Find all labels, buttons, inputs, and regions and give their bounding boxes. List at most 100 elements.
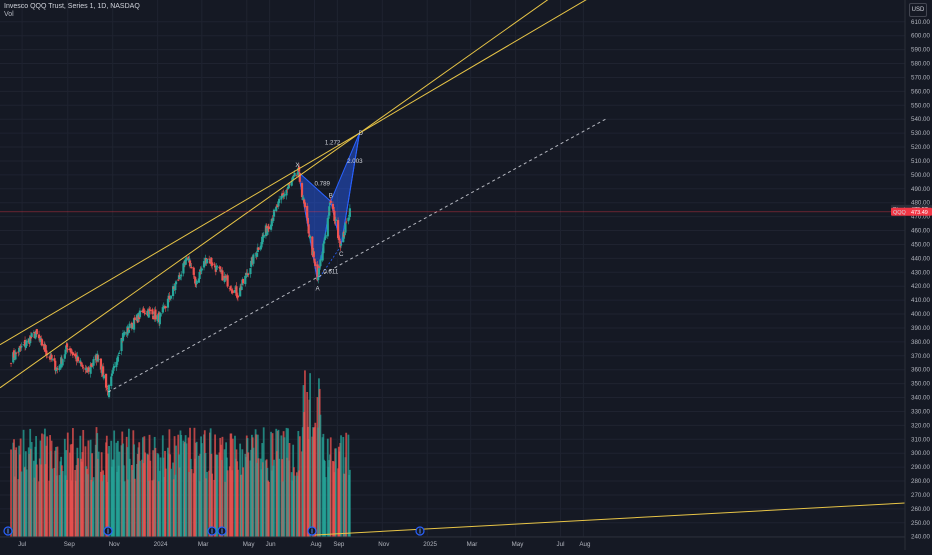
candle-body[interactable] bbox=[342, 232, 345, 243]
candle-body[interactable] bbox=[118, 352, 121, 355]
candle-body[interactable] bbox=[34, 333, 37, 339]
candle-body[interactable] bbox=[115, 361, 118, 368]
candle-body[interactable] bbox=[179, 277, 182, 279]
candle-body[interactable] bbox=[224, 275, 227, 279]
candle-body[interactable] bbox=[17, 351, 20, 353]
candle-body[interactable] bbox=[14, 351, 17, 360]
candle-body[interactable] bbox=[9, 362, 13, 364]
candle-body[interactable] bbox=[188, 260, 192, 267]
candle-body[interactable] bbox=[79, 362, 83, 364]
candle-body[interactable] bbox=[240, 286, 243, 290]
candle-body[interactable] bbox=[180, 274, 183, 277]
candle-body[interactable] bbox=[161, 307, 164, 313]
candle-body[interactable] bbox=[327, 217, 330, 219]
candle-body[interactable] bbox=[156, 315, 159, 322]
candle-body[interactable] bbox=[89, 365, 92, 374]
candle-body[interactable] bbox=[194, 284, 198, 285]
candle-body[interactable] bbox=[85, 368, 88, 370]
candle-body[interactable] bbox=[225, 278, 228, 279]
volume-trendline[interactable] bbox=[314, 502, 906, 536]
candle-body[interactable] bbox=[80, 364, 83, 366]
candle-body[interactable] bbox=[133, 317, 136, 320]
candle-body[interactable] bbox=[116, 361, 119, 363]
candle-body[interactable] bbox=[120, 338, 123, 352]
candle-body[interactable] bbox=[87, 367, 90, 372]
candle-body[interactable] bbox=[177, 279, 180, 281]
candle-body[interactable] bbox=[331, 203, 335, 210]
candle-body[interactable] bbox=[105, 386, 108, 388]
candle-body[interactable] bbox=[250, 260, 253, 267]
candle-body[interactable] bbox=[12, 350, 16, 358]
candle-body[interactable] bbox=[65, 343, 69, 348]
candle-body[interactable] bbox=[295, 174, 298, 176]
candle-body[interactable] bbox=[15, 352, 18, 354]
candle-body[interactable] bbox=[111, 370, 114, 374]
price-axis-panel[interactable] bbox=[905, 0, 932, 550]
candle-body[interactable] bbox=[281, 194, 284, 196]
candle-body[interactable] bbox=[328, 202, 332, 205]
candle-body[interactable] bbox=[102, 375, 105, 379]
candle-body[interactable] bbox=[63, 354, 66, 359]
candle-body[interactable] bbox=[319, 259, 322, 267]
candle-body[interactable] bbox=[185, 257, 188, 261]
candle-body[interactable] bbox=[169, 295, 172, 299]
candle-body[interactable] bbox=[323, 237, 326, 241]
candle-body[interactable] bbox=[247, 273, 250, 275]
candle-body[interactable] bbox=[51, 359, 54, 360]
candle-body[interactable] bbox=[259, 245, 262, 250]
candle-body[interactable] bbox=[54, 360, 57, 371]
candle-body[interactable] bbox=[276, 204, 279, 207]
candle-body[interactable] bbox=[50, 354, 53, 360]
candle-body[interactable] bbox=[20, 346, 23, 348]
candle-body[interactable] bbox=[90, 364, 94, 366]
candle-body[interactable] bbox=[102, 366, 105, 377]
candle-body[interactable] bbox=[69, 348, 72, 353]
candle-body[interactable] bbox=[269, 224, 273, 230]
candle-body[interactable] bbox=[81, 365, 84, 368]
candle-body[interactable] bbox=[348, 208, 351, 217]
candle-body[interactable] bbox=[261, 236, 264, 245]
candle-body[interactable] bbox=[144, 312, 147, 314]
candle-body[interactable] bbox=[226, 275, 229, 287]
candle-body[interactable] bbox=[143, 311, 146, 313]
candle-body[interactable] bbox=[338, 238, 341, 241]
candle-body[interactable] bbox=[208, 261, 212, 264]
candle-body[interactable] bbox=[40, 339, 44, 346]
candle-body[interactable] bbox=[286, 188, 289, 190]
candle-body[interactable] bbox=[229, 286, 232, 290]
trendline-1[interactable] bbox=[0, 0, 932, 346]
candle-body[interactable] bbox=[336, 220, 340, 238]
candle-body[interactable] bbox=[71, 352, 75, 356]
candle-body[interactable] bbox=[164, 306, 167, 309]
candle-body[interactable] bbox=[152, 318, 156, 320]
candle-body[interactable] bbox=[275, 206, 278, 212]
candle-body[interactable] bbox=[311, 236, 314, 256]
candle-body[interactable] bbox=[208, 258, 211, 260]
candle-body[interactable] bbox=[317, 268, 321, 275]
candle-body[interactable] bbox=[172, 286, 175, 297]
candle-body[interactable] bbox=[158, 314, 161, 325]
candle-body[interactable] bbox=[332, 210, 335, 212]
candle-body[interactable] bbox=[127, 329, 131, 333]
candle-body[interactable] bbox=[45, 350, 48, 356]
candle-body[interactable] bbox=[162, 305, 165, 310]
candle-body[interactable] bbox=[235, 286, 238, 296]
candle-body[interactable] bbox=[214, 268, 217, 272]
candle-body[interactable] bbox=[23, 339, 27, 347]
candle-body[interactable] bbox=[324, 235, 327, 239]
candle-body[interactable] bbox=[178, 275, 181, 277]
candle-body[interactable] bbox=[149, 309, 152, 311]
candle-body[interactable] bbox=[24, 344, 27, 348]
candle-body[interactable] bbox=[117, 355, 120, 356]
candle-body[interactable] bbox=[79, 360, 82, 364]
candle-body[interactable] bbox=[192, 267, 195, 275]
candle-body[interactable] bbox=[345, 221, 348, 223]
candle-body[interactable] bbox=[25, 340, 28, 347]
candle-body[interactable] bbox=[344, 222, 347, 233]
candle-body[interactable] bbox=[221, 270, 224, 281]
candle-body[interactable] bbox=[128, 323, 131, 328]
candle-body[interactable] bbox=[244, 275, 247, 285]
candle-body[interactable] bbox=[303, 202, 307, 208]
candle-body[interactable] bbox=[317, 276, 320, 281]
candle-body[interactable] bbox=[154, 309, 157, 320]
